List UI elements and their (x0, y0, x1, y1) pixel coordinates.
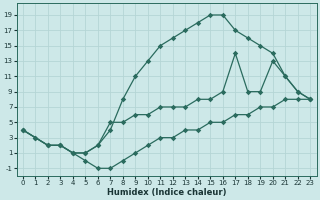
X-axis label: Humidex (Indice chaleur): Humidex (Indice chaleur) (107, 188, 226, 197)
